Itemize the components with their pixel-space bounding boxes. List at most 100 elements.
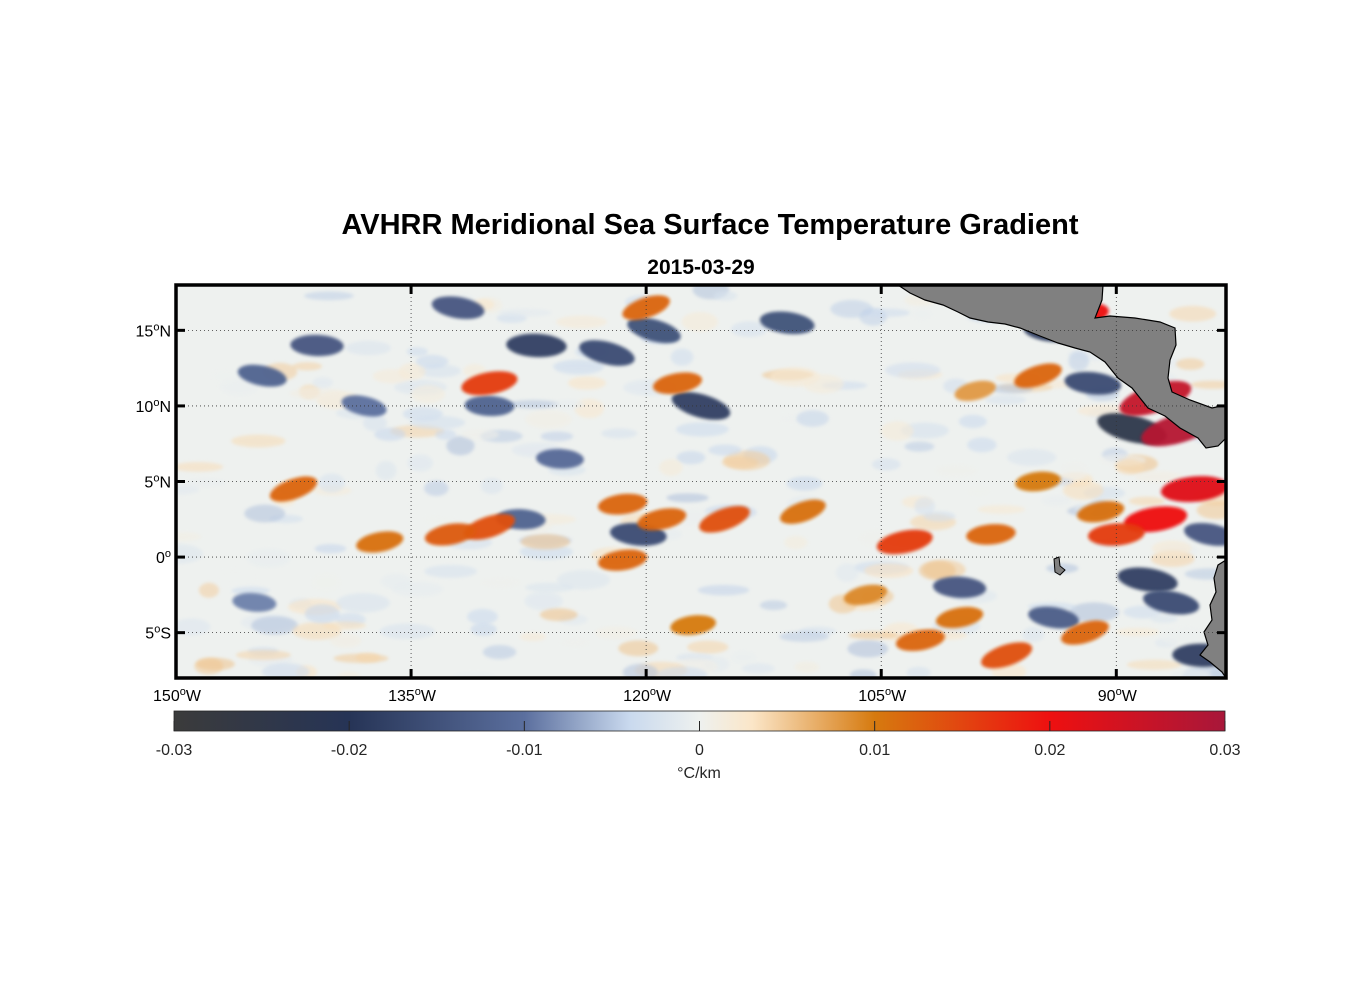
map-frame: [174, 283, 1228, 680]
field-texture-blob: [863, 308, 911, 317]
field-texture-blob: [914, 497, 936, 516]
field-texture-blob: [1151, 540, 1192, 557]
field-texture-blob: [864, 563, 914, 579]
field-texture-blob: [697, 584, 750, 596]
field-texture-blob: [552, 360, 605, 372]
field-texture-blob: [372, 369, 411, 384]
warm-front-feature: [1014, 363, 1062, 388]
field-texture-blob: [1041, 495, 1072, 507]
field-texture-blob: [730, 321, 768, 338]
field-texture-blob: [556, 570, 611, 590]
field-texture-blob: [251, 616, 299, 635]
field-texture-blob: [216, 569, 256, 585]
field-texture-blob: [470, 623, 497, 636]
warm-front-feature: [954, 380, 996, 401]
warm-front-feature: [699, 505, 750, 533]
field-texture-blob: [835, 563, 859, 582]
field-texture-blob: [1007, 448, 1057, 466]
field-texture-blob: [1128, 496, 1165, 506]
warm-front-feature: [598, 549, 648, 571]
warm-front-feature: [981, 642, 1033, 669]
warm-front-feature: [637, 508, 687, 531]
cool-front-feature: [759, 311, 815, 335]
field-texture-blob: [666, 493, 709, 503]
field-texture-blob: [601, 428, 638, 439]
colorbar-unit-label: °C/km: [677, 765, 721, 782]
field-texture-blob: [244, 504, 286, 523]
field-texture-blob: [379, 623, 436, 640]
field-texture-blob: [235, 650, 291, 660]
warm-front-feature: [876, 529, 933, 555]
field-texture-blob: [555, 315, 608, 329]
field-texture-blob: [312, 377, 334, 389]
warm-front-feature: [1015, 471, 1061, 492]
field-texture-blob: [461, 428, 500, 441]
field-texture-blob: [482, 644, 517, 660]
warm-front-feature: [936, 606, 984, 629]
warm-front-feature: [895, 629, 945, 652]
longitude-label: 135oW: [388, 686, 437, 705]
field-texture-blob: [292, 362, 323, 371]
cool-front-feature: [431, 296, 485, 320]
warm-front-feature: [670, 615, 717, 636]
field-texture-blob: [355, 652, 381, 663]
cool-front-feature: [1117, 567, 1178, 593]
field-texture-blob: [847, 640, 889, 658]
field-texture-blob: [261, 663, 310, 678]
field-texture-blob: [374, 427, 406, 441]
warm-front-feature: [461, 371, 518, 396]
field-texture-blob: [1022, 626, 1045, 643]
longitude-label: 105oW: [858, 686, 907, 705]
warm-front-feature: [1077, 501, 1125, 523]
map-title: AVHRR Meridional Sea Surface Temperature…: [341, 209, 1078, 241]
latitude-label: 15oN: [136, 321, 171, 340]
colorbar-tick-label: 0: [695, 742, 704, 759]
field-texture-blob: [186, 478, 227, 487]
field-texture-blob: [375, 460, 397, 481]
cool-front-feature: [237, 364, 287, 387]
field-texture-blob: [977, 504, 1026, 514]
latitude-label: 10oN: [136, 397, 171, 416]
field-texture-blob: [540, 431, 574, 442]
colorbar-ticks: -0.03 -0.02 -0.01 0 0.01 0.02 0.03: [156, 721, 1241, 759]
field-texture-blob: [1115, 627, 1160, 637]
map-subtitle: 2015-03-29: [647, 256, 754, 279]
cool-front-feature: [506, 333, 567, 358]
field-texture-blob: [424, 480, 449, 497]
field-texture-blob: [657, 666, 708, 678]
field-texture-blob: [231, 586, 270, 595]
field-texture-blob: [759, 600, 788, 611]
field-texture-blob: [1134, 470, 1183, 483]
field-texture-blob: [380, 573, 412, 590]
colorbar-tick-label: -0.01: [506, 742, 543, 759]
field-texture-blob: [730, 650, 757, 665]
field-texture-blob: [176, 484, 200, 495]
field-texture-blob: [871, 458, 901, 471]
galapagos-islands: [1053, 556, 1066, 576]
field-texture-blob: [1068, 602, 1120, 623]
colorbar-tick-label: 0.03: [1209, 742, 1240, 759]
field-texture-blob: [618, 640, 659, 657]
field-texture-blob: [176, 462, 224, 472]
field-texture-blob: [314, 544, 347, 554]
field-texture-blob: [803, 374, 844, 394]
latitude-labels: 15oN 10oN 5oN 0o 5oS: [136, 321, 171, 642]
field-texture-blob: [909, 307, 934, 321]
field-texture-blob: [507, 400, 560, 409]
cool-front-feature: [579, 340, 635, 366]
field-texture-blob: [304, 604, 340, 624]
field-texture-blob: [935, 464, 978, 478]
field-texture-blob: [741, 663, 775, 674]
field-texture-blob: [880, 421, 914, 441]
field-texture-blob: [467, 608, 498, 625]
cool-front-feature: [464, 395, 515, 417]
cool-front-feature: [933, 576, 987, 599]
field-texture-blob: [329, 633, 362, 648]
longitude-label: 90oW: [1098, 686, 1138, 705]
field-texture-blob: [784, 535, 808, 550]
field-texture-blob: [1123, 605, 1162, 619]
field-texture-blob: [567, 376, 607, 390]
field-texture-blob: [1060, 460, 1089, 481]
field-texture-blob: [318, 473, 345, 493]
field-texture-blob: [560, 638, 590, 647]
